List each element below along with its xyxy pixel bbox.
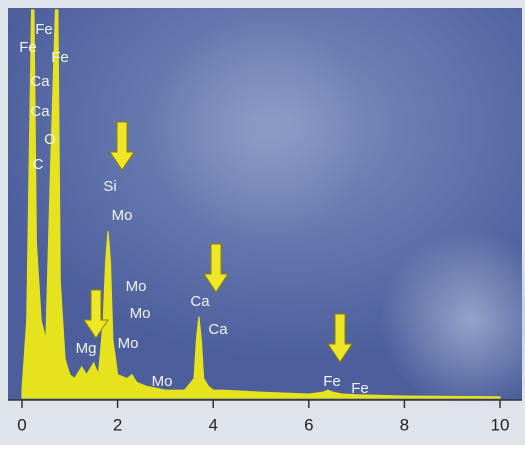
element-label: Ca bbox=[190, 293, 210, 310]
element-label: Mg bbox=[76, 340, 97, 357]
x-tick-label: 2 bbox=[113, 415, 122, 434]
element-label: Fe bbox=[351, 380, 369, 397]
element-label: Si bbox=[103, 178, 116, 195]
spectrum: 0246810FeFeFeCaCaOCSiMoMoMoMgMoMoCaCaFeF… bbox=[0, 0, 525, 445]
element-label: Ca bbox=[30, 103, 50, 120]
element-label: Mo bbox=[112, 207, 133, 224]
x-tick-label: 6 bbox=[304, 415, 313, 434]
element-label: Mo bbox=[126, 278, 147, 295]
element-label: Ca bbox=[208, 321, 228, 338]
element-label: Mo bbox=[152, 373, 173, 390]
element-label: Fe bbox=[51, 49, 69, 66]
background-glow bbox=[150, 20, 370, 240]
element-label: Mo bbox=[130, 305, 151, 322]
element-label: O bbox=[44, 131, 56, 148]
element-label: Fe bbox=[35, 21, 53, 38]
x-tick-label: 8 bbox=[400, 415, 409, 434]
x-tick-label: 10 bbox=[491, 415, 510, 434]
x-tick-label: 0 bbox=[17, 415, 26, 434]
element-label: Ca bbox=[30, 73, 50, 90]
element-label: Mo bbox=[118, 335, 139, 352]
element-label: Fe bbox=[19, 39, 37, 56]
element-label: C bbox=[33, 156, 44, 173]
x-tick-label: 4 bbox=[208, 415, 217, 434]
element-label: Fe bbox=[323, 373, 341, 390]
